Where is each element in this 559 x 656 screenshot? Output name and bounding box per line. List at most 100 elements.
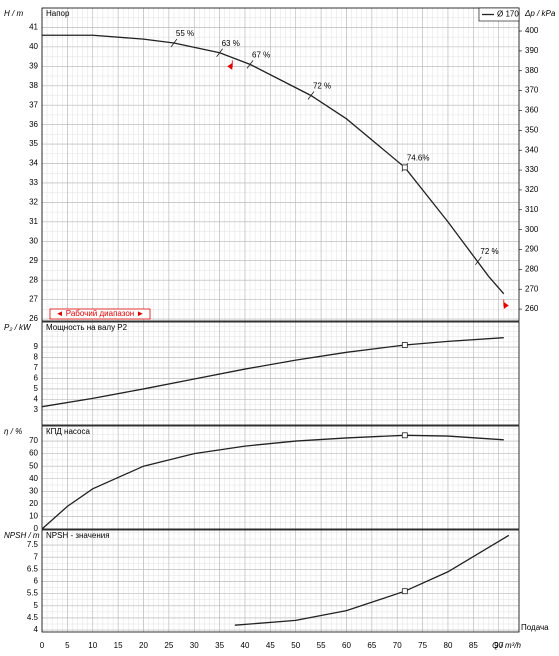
- x-tick-label: 10: [88, 641, 97, 650]
- x-tick-label: 0: [40, 641, 45, 650]
- y-axis-label: NPSH / m: [4, 531, 40, 540]
- y-tick-label: 35: [29, 139, 38, 148]
- efficiency-tick: [216, 48, 223, 57]
- y2-tick-label: 350: [525, 125, 539, 134]
- panel-frame: [41, 321, 520, 426]
- efficiency-label: 72 %: [313, 82, 331, 91]
- efficiency-label: 74.6%: [407, 154, 430, 163]
- duty-point: [401, 432, 408, 439]
- x-tick-label: 65: [367, 641, 376, 650]
- y-tick-label: 0: [34, 524, 39, 533]
- y2-tick-label: 290: [525, 245, 539, 254]
- x-tick-label: 50: [291, 641, 300, 650]
- x-axis-label: Q / m³/h: [492, 641, 521, 650]
- x-tick-label: 45: [266, 641, 275, 650]
- curve: [42, 34, 505, 295]
- grid: [41, 7, 520, 321]
- x-tick-label: 55: [317, 641, 326, 650]
- y2-tick-label: 370: [525, 86, 539, 95]
- y-tick-label: 34: [29, 159, 38, 168]
- y-tick-label: 27: [29, 295, 38, 304]
- x-tick-label: 30: [190, 641, 199, 650]
- x-tick-label: 25: [164, 641, 173, 650]
- efficiency-tick: [170, 38, 178, 48]
- efficiency-tick: [307, 91, 315, 100]
- y-tick-label: 7: [34, 552, 39, 561]
- grid: [41, 426, 520, 530]
- panel-frame: [41, 529, 520, 633]
- y-tick-label: 31: [29, 217, 38, 226]
- y-tick-label: 36: [29, 120, 38, 129]
- range-marker: [503, 301, 509, 309]
- efficiency-tick: [246, 60, 254, 69]
- efficiency-tick: [475, 256, 482, 265]
- x-tick-label: 90: [494, 641, 503, 650]
- y-tick-label: 30: [29, 236, 38, 245]
- efficiency-label: 67 %: [252, 50, 270, 59]
- duty-point: [401, 342, 408, 348]
- y-tick-label: 70: [29, 436, 38, 445]
- y-tick-label: 40: [29, 42, 38, 51]
- efficiency-label: 72 %: [480, 247, 498, 256]
- x-tick-label: 85: [469, 641, 478, 650]
- y-tick-label: 6.5: [27, 564, 39, 573]
- y-tick-label: 30: [29, 486, 38, 495]
- range-label: ◄ Рабочий диапазон ►: [56, 309, 145, 318]
- y-tick-label: 20: [29, 499, 38, 508]
- x-tick-label: 70: [393, 641, 402, 650]
- curve: [234, 534, 510, 626]
- legend-box: [478, 7, 520, 22]
- y2-tick-label: 400: [525, 26, 539, 35]
- y-tick-label: 5.5: [27, 589, 39, 598]
- y-tick-label: 40: [29, 474, 38, 483]
- y-tick-label: 39: [29, 61, 38, 70]
- range-box: [49, 308, 151, 320]
- y-axis-label: η / %: [4, 427, 22, 436]
- y2-axis-label: Δp / kPa: [524, 9, 556, 18]
- x-tick-label: 40: [241, 641, 250, 650]
- x-caption: Подача: [521, 623, 549, 632]
- y-axis-label: P₂ / kW: [4, 323, 32, 332]
- panel-title: КПД насоса: [46, 427, 90, 436]
- y2-tick-label: 390: [525, 46, 539, 55]
- y-tick-label: 8: [34, 353, 39, 362]
- panel-frame: [41, 425, 520, 530]
- x-tick-label: 75: [418, 641, 427, 650]
- grid: [41, 530, 520, 632]
- y-tick-label: 4: [34, 625, 39, 634]
- y-tick-label: 4: [34, 394, 39, 403]
- y2-tick-label: 360: [525, 106, 539, 115]
- y-tick-label: 7: [34, 363, 39, 372]
- legend-label: Ø 170: [497, 10, 519, 19]
- grid: [41, 322, 520, 425]
- range-marker: [227, 62, 233, 70]
- duty-point: [401, 588, 408, 595]
- y-tick-label: 33: [29, 178, 38, 187]
- y2-tick-label: 270: [525, 284, 539, 293]
- curve: [41, 337, 504, 408]
- y2-tick-label: 260: [525, 304, 539, 313]
- y-tick-label: 37: [29, 100, 38, 109]
- panel-title: NPSH - значения: [46, 531, 110, 540]
- panel-title: Мощность на валу P2: [46, 323, 128, 332]
- panel-title: Напор: [46, 9, 70, 18]
- x-tick-label: 20: [139, 641, 148, 650]
- x-tick-label: 15: [114, 641, 123, 650]
- y-tick-label: 29: [29, 256, 38, 265]
- y-tick-label: 6: [34, 374, 39, 383]
- y-tick-label: 4.5: [27, 613, 39, 622]
- y2-tick-label: 380: [525, 66, 539, 75]
- y-tick-label: 9: [34, 342, 39, 351]
- y2-tick-label: 330: [525, 165, 539, 174]
- y2-tick-label: 280: [525, 264, 539, 273]
- y-tick-label: 41: [29, 23, 38, 32]
- efficiency-label: 63 %: [222, 39, 240, 48]
- y-tick-label: 7.5: [27, 540, 39, 549]
- curve: [41, 434, 504, 530]
- y-tick-label: 26: [29, 314, 38, 323]
- duty-point: [401, 164, 408, 171]
- x-tick-label: 5: [65, 641, 70, 650]
- y2-tick-label: 320: [525, 185, 539, 194]
- y-tick-label: 38: [29, 81, 38, 90]
